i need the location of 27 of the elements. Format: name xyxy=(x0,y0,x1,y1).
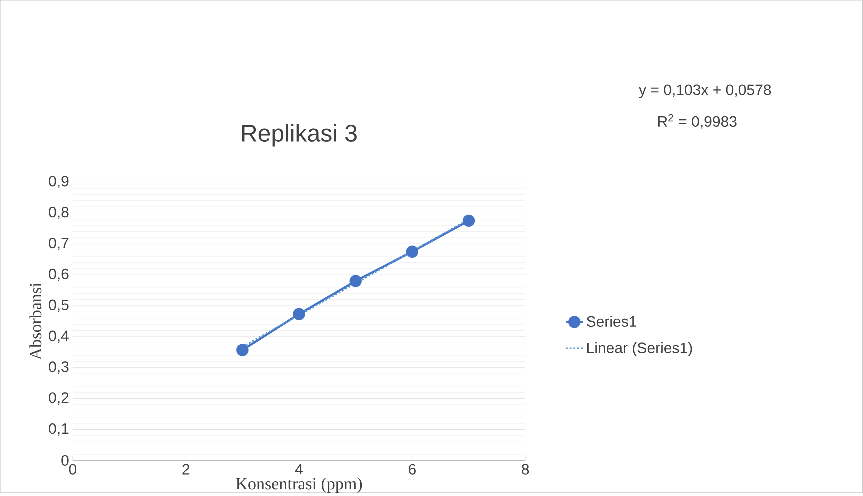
y-axis-title: Absorbansi xyxy=(30,282,42,360)
y-tick-label: 0,7 xyxy=(49,238,69,250)
point xyxy=(462,214,476,227)
y-tick-label: 0,2 xyxy=(49,392,69,405)
y-tick-label: 0,5 xyxy=(49,300,69,312)
y-tick-label: 0,1 xyxy=(49,423,69,436)
x-tick-label: 8 xyxy=(522,464,530,475)
y-tick-label: 0,4 xyxy=(49,330,69,343)
legend-label: Linear (Series1) xyxy=(588,342,692,356)
point xyxy=(350,274,362,288)
y-tick-label: 0,3 xyxy=(49,361,69,374)
y-tick-label: 0,8 xyxy=(49,206,69,220)
x-tick-label: 4 xyxy=(295,464,304,474)
x-tick-label: 2 xyxy=(182,464,190,474)
point xyxy=(236,344,249,356)
x-axis-title: Konsentrasi (ppm) xyxy=(236,477,362,493)
x-tick-label: 0 xyxy=(69,464,77,475)
point xyxy=(406,246,419,258)
x-tick-label: 6 xyxy=(409,464,416,475)
text: y = 0,103x + 0,0578 xyxy=(639,84,772,98)
y-tick-label: 0,9 xyxy=(49,176,69,188)
legend-label: Series1 xyxy=(586,316,636,327)
text: R$^{2}$ = 0,9983 xyxy=(658,114,737,129)
point xyxy=(293,308,306,320)
y-tick-label: 0,6 xyxy=(49,268,69,282)
chart-title: Replikasi 3 xyxy=(242,124,357,146)
y-tick-label: 0 xyxy=(62,455,69,466)
